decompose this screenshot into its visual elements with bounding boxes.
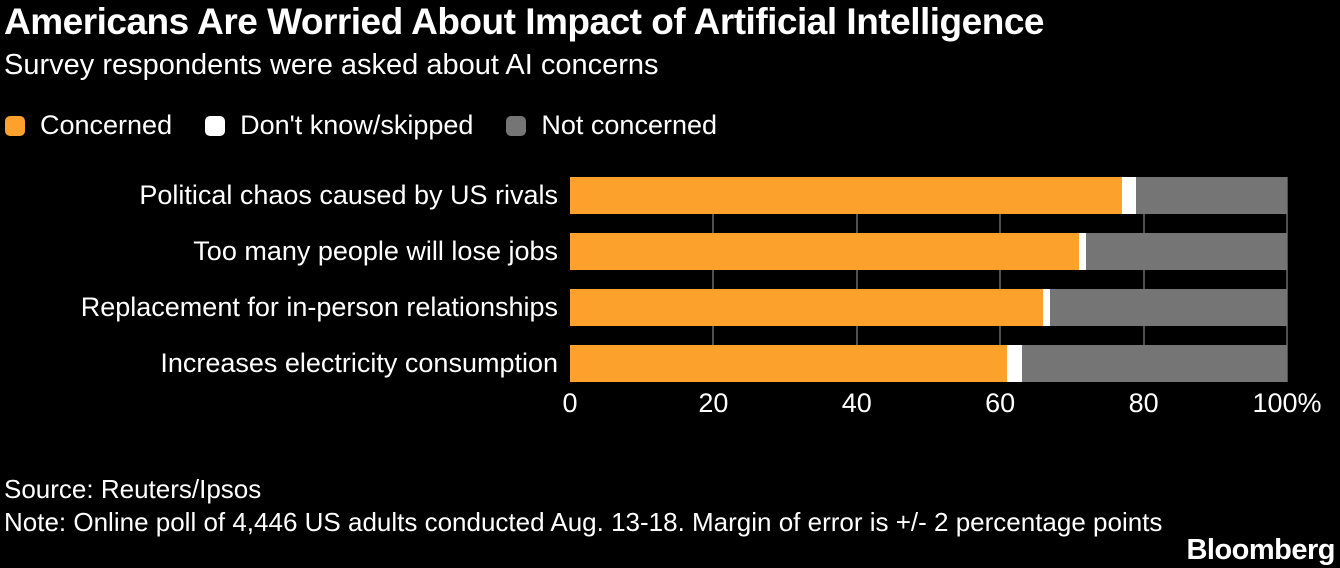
x-tick-label: 20	[698, 388, 729, 418]
x-tick-label: 60	[985, 388, 1016, 418]
category-label: Too many people will lose jobs	[193, 236, 558, 266]
gridline-20	[712, 177, 715, 382]
bar-segment	[1136, 177, 1287, 214]
x-tick-label: 100%	[1252, 388, 1322, 418]
legend: Concerned Don't know/skipped Not concerned	[5, 110, 717, 141]
x-tick-label: 80	[1128, 388, 1159, 418]
category-label: Increases electricity consumption	[160, 348, 558, 378]
bar-segment	[570, 177, 1123, 214]
category-label: Replacement for in-person relationships	[80, 292, 558, 322]
bar-row	[570, 345, 1287, 382]
source-text: Source: Reuters/Ipsos	[4, 474, 262, 504]
bloomberg-logo: Bloomberg	[1186, 534, 1335, 566]
bar-segment	[1007, 345, 1022, 382]
x-tick-label: 0	[562, 388, 578, 418]
legend-swatch-icon	[5, 115, 25, 136]
bar-segment	[1050, 289, 1287, 326]
bar-segment	[1086, 233, 1287, 270]
plot-area: 0 20 40 60 80 100%	[562, 177, 1322, 418]
legend-label: Don't know/skipped	[240, 110, 474, 140]
bar-segment	[570, 233, 1080, 270]
chart-title: Americans Are Worried About Impact of Ar…	[4, 1, 1044, 42]
legend-item-2: Don't know/skipped	[205, 110, 473, 141]
bar-row	[570, 289, 1287, 326]
chart-area: Political chaos caused by US rivals Too m…	[0, 177, 1340, 427]
legend-item-3: Not concerned	[506, 110, 717, 141]
bar-segment	[570, 289, 1044, 326]
bar-segment	[570, 345, 1008, 382]
gridline-60	[999, 177, 1002, 382]
bar-row	[570, 233, 1287, 270]
bar-segment	[1021, 345, 1287, 382]
gridline-80	[1142, 177, 1145, 382]
bar-segment	[1079, 233, 1087, 270]
gridline-40	[855, 177, 858, 382]
bar-segment	[1043, 289, 1051, 326]
legend-swatch-icon	[205, 115, 226, 136]
gridline-100	[1286, 177, 1288, 382]
note-text: Note: Online poll of 4,446 US adults con…	[4, 507, 1163, 537]
legend-swatch-icon	[506, 115, 527, 136]
legend-item-1: Concerned	[5, 110, 172, 141]
chart-subtitle: Survey respondents were asked about AI c…	[4, 49, 659, 81]
bar-segment	[1122, 177, 1137, 214]
legend-label: Not concerned	[541, 110, 717, 140]
x-tick-label: 40	[841, 388, 872, 418]
bar-row	[570, 177, 1287, 214]
legend-label: Concerned	[40, 110, 173, 140]
category-label: Political chaos caused by US rivals	[139, 180, 558, 210]
